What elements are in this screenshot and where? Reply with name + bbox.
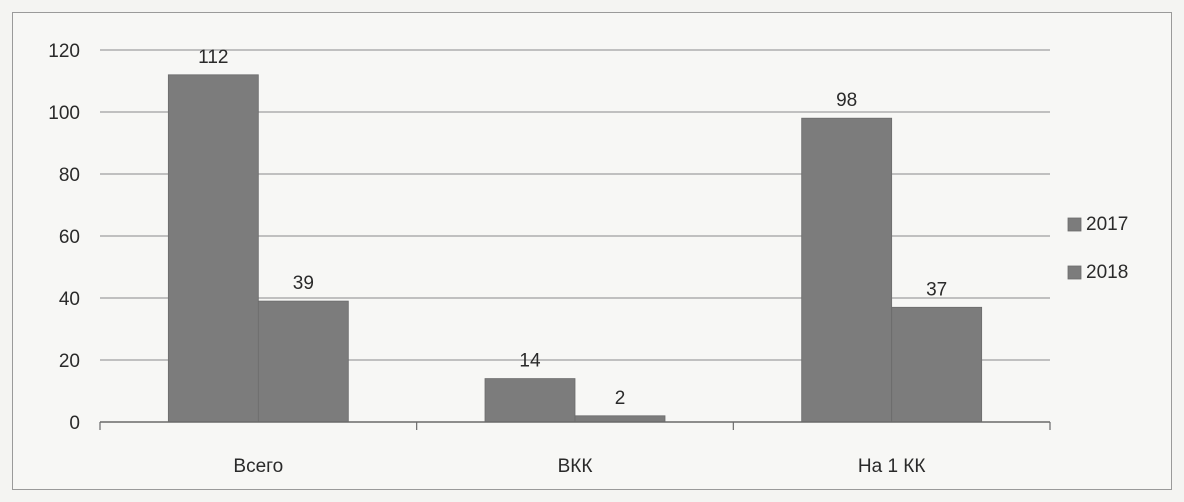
y-tick-label: 0 bbox=[69, 413, 80, 434]
x-category-label: На 1 КК bbox=[858, 456, 926, 477]
y-tick-label: 20 bbox=[59, 351, 80, 372]
data-label: 2 bbox=[615, 388, 626, 409]
legend-label-2017: 2017 bbox=[1086, 214, 1128, 235]
bar-2018-2 bbox=[574, 415, 666, 423]
legend-swatch-2018 bbox=[1067, 265, 1082, 280]
axes bbox=[99, 421, 1051, 430]
legend-label-2018: 2018 bbox=[1086, 262, 1128, 283]
legend: 2017 2018 bbox=[1067, 214, 1128, 283]
legend-swatch-2017 bbox=[1067, 217, 1082, 232]
labels: 0 20 40 60 80 100 120 112 39 Всего 14 2 ВКК 98 37 На 1 … bbox=[48, 41, 947, 477]
bar-2018-1 bbox=[257, 300, 349, 423]
data-label: 39 bbox=[293, 273, 314, 294]
bar-2018-3 bbox=[891, 306, 983, 423]
data-label: 112 bbox=[198, 47, 228, 68]
bar-2017-2 bbox=[484, 378, 576, 423]
y-tick-label: 100 bbox=[48, 103, 80, 124]
data-label: 98 bbox=[836, 90, 857, 111]
x-category-label: ВКК bbox=[558, 456, 593, 477]
bar-2017-1 bbox=[167, 74, 259, 423]
bars bbox=[167, 74, 983, 423]
y-tick-label: 60 bbox=[59, 227, 80, 248]
data-label: 14 bbox=[519, 351, 541, 372]
data-label: 37 bbox=[926, 279, 947, 300]
y-tick-label: 120 bbox=[48, 41, 80, 62]
x-category-label: Всего bbox=[233, 456, 283, 477]
y-tick-label: 80 bbox=[59, 165, 80, 186]
y-tick-label: 40 bbox=[59, 289, 80, 310]
bar-2017-3 bbox=[801, 117, 893, 423]
